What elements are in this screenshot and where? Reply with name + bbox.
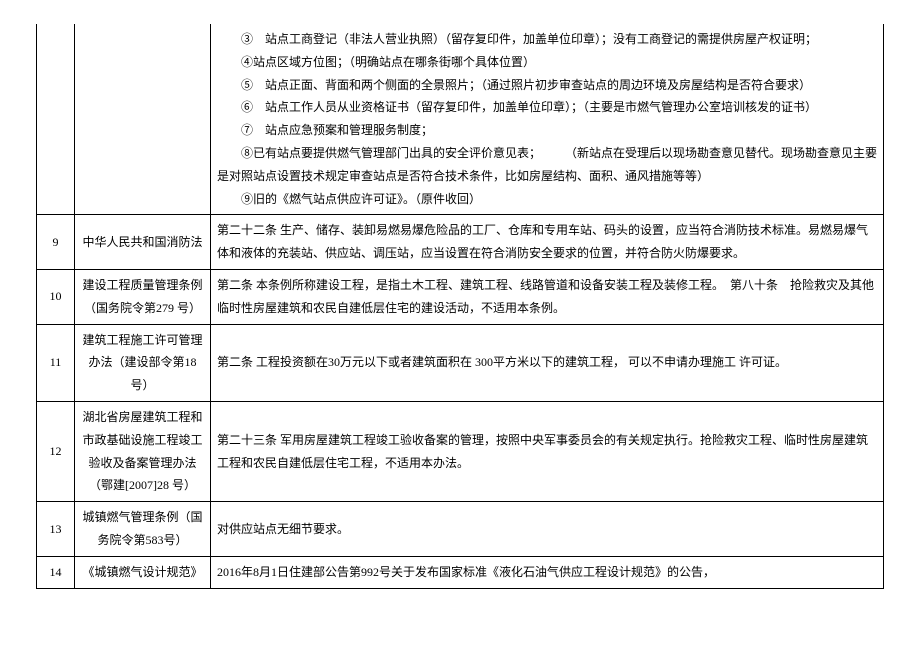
body-line: ⑦ 站点应急预案和管理服务制度； — [217, 119, 877, 142]
row-index: 10 — [37, 269, 75, 324]
body-line: ④站点区域方位图；（明确站点在哪条街哪个具体位置） — [217, 51, 877, 74]
row-title — [75, 24, 211, 215]
row-index: 11 — [37, 324, 75, 401]
table-row: 12 湖北省房屋建筑工程和市政基础设施工程竣工验收及备案管理办法（鄂建[2007… — [37, 401, 884, 501]
table-row: ③ 站点工商登记（非法人营业执照）（留存复印件，加盖单位印章）；没有工商登记的需… — [37, 24, 884, 215]
table-body: ③ 站点工商登记（非法人营业执照）（留存复印件，加盖单位印章）；没有工商登记的需… — [37, 24, 884, 588]
row-body: ③ 站点工商登记（非法人营业执照）（留存复印件，加盖单位印章）；没有工商登记的需… — [211, 24, 884, 215]
row-title: 湖北省房屋建筑工程和市政基础设施工程竣工验收及备案管理办法（鄂建[2007]28… — [75, 401, 211, 501]
row-body: 第二条 本条例所称建设工程，是指土木工程、建筑工程、线路管道和设备安装工程及装修… — [211, 269, 884, 324]
row-title: 建筑工程施工许可管理办法（建设部令第18 号） — [75, 324, 211, 401]
body-line: 第二十二条 生产、储存、装卸易燃易爆危险品的工厂、仓库和专用车站、码头的设置，应… — [217, 219, 877, 265]
row-index: 9 — [37, 215, 75, 270]
row-body: 对供应站点无细节要求。 — [211, 502, 884, 557]
row-title: 《城镇燃气设计规范》 — [75, 556, 211, 588]
document-page: ③ 站点工商登记（非法人营业执照）（留存复印件，加盖单位印章）；没有工商登记的需… — [0, 0, 920, 650]
row-body: 第二十二条 生产、储存、装卸易燃易爆危险品的工厂、仓库和专用车站、码头的设置，应… — [211, 215, 884, 270]
row-index — [37, 24, 75, 215]
body-line: 第二十三条 军用房屋建筑工程竣工验收备案的管理，按照中央军事委员会的有关规定执行… — [217, 429, 877, 475]
body-text: ③ 站点工商登记（非法人营业执照）（留存复印件，加盖单位印章）；没有工商登记的需… — [217, 28, 877, 210]
body-line: ⑧已有站点要提供燃气管理部门出具的安全评价意见表； （新站点在受理后以现场勘查意… — [217, 142, 877, 188]
row-title: 城镇燃气管理条例（国务院令第583号） — [75, 502, 211, 557]
row-index: 12 — [37, 401, 75, 501]
row-body: 2016年8月1日住建部公告第992号关于发布国家标准《液化石油气供应工程设计规… — [211, 556, 884, 588]
row-title: 建设工程质量管理条例（国务院令第279 号） — [75, 269, 211, 324]
body-line: ③ 站点工商登记（非法人营业执照）（留存复印件，加盖单位印章）；没有工商登记的需… — [217, 28, 877, 51]
body-line: ⑤ 站点正面、背面和两个侧面的全景照片；（通过照片初步审查站点的周边环境及房屋结… — [217, 74, 877, 97]
body-line: ⑥ 站点工作人员从业资格证书（留存复印件，加盖单位印章）；（主要是市燃气管理办公… — [217, 96, 877, 119]
table-row: 13 城镇燃气管理条例（国务院令第583号） 对供应站点无细节要求。 — [37, 502, 884, 557]
body-line: 第二条 本条例所称建设工程，是指土木工程、建筑工程、线路管道和设备安装工程及装修… — [217, 274, 877, 320]
row-title: 中华人民共和国消防法 — [75, 215, 211, 270]
table-row: 9 中华人民共和国消防法 第二十二条 生产、储存、装卸易燃易爆危险品的工厂、仓库… — [37, 215, 884, 270]
table-row: 14 《城镇燃气设计规范》 2016年8月1日住建部公告第992号关于发布国家标… — [37, 556, 884, 588]
table-row: 10 建设工程质量管理条例（国务院令第279 号） 第二条 本条例所称建设工程，… — [37, 269, 884, 324]
body-line: 2016年8月1日住建部公告第992号关于发布国家标准《液化石油气供应工程设计规… — [217, 561, 877, 584]
body-line: 第二条 工程投资额在30万元以下或者建筑面积在 300平方米以下的建筑工程， 可… — [217, 351, 877, 374]
body-line: ⑨旧的《燃气站点供应许可证》。（原件收回） — [217, 188, 877, 211]
body-line: 对供应站点无细节要求。 — [217, 518, 877, 541]
row-index: 13 — [37, 502, 75, 557]
row-index: 14 — [37, 556, 75, 588]
row-body: 第二条 工程投资额在30万元以下或者建筑面积在 300平方米以下的建筑工程， 可… — [211, 324, 884, 401]
table-row: 11 建筑工程施工许可管理办法（建设部令第18 号） 第二条 工程投资额在30万… — [37, 324, 884, 401]
row-body: 第二十三条 军用房屋建筑工程竣工验收备案的管理，按照中央军事委员会的有关规定执行… — [211, 401, 884, 501]
regulations-table: ③ 站点工商登记（非法人营业执照）（留存复印件，加盖单位印章）；没有工商登记的需… — [36, 24, 884, 589]
